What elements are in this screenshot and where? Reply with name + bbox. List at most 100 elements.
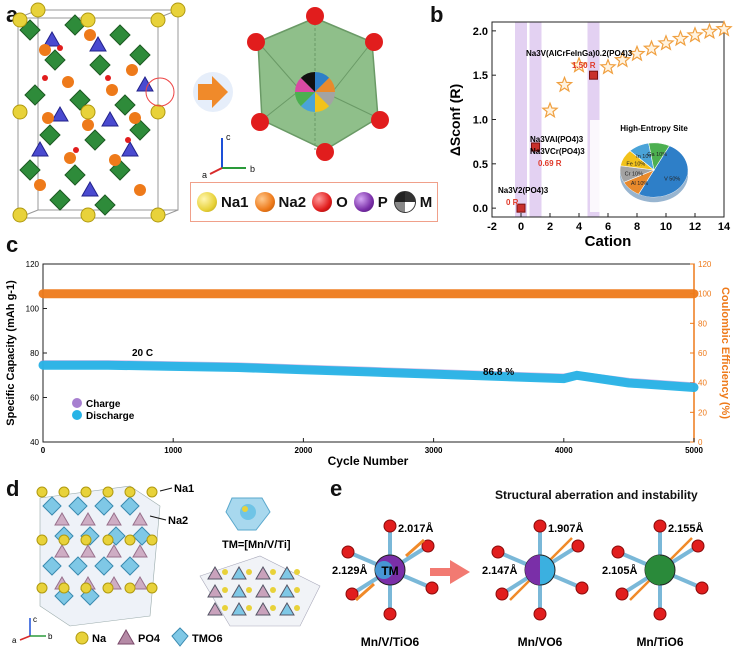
panel-d-legend: Na PO4 TMO6 [75,627,223,647]
mo6-octahedron [39,124,61,146]
legend-item-m: M [393,191,432,213]
center-atom-label: TM [381,564,398,578]
po4-tetrahedron [106,512,122,526]
pie-slice-label: Cr 10% [625,172,643,178]
pie-slice-0 [638,145,689,198]
y-right-tick-label: 20 [698,408,707,417]
legend-charge-label: Charge [86,399,121,410]
po4-tetrahedron [31,140,49,157]
legend-charge-marker [72,398,82,408]
rate-label: 20 C [132,348,153,359]
tmo6-octahedron [68,496,88,516]
na1-atom [150,12,166,28]
na-atom [102,582,114,594]
y-right-tick-label: 40 [698,379,707,388]
data-point-star [599,58,617,75]
po4-tetrahedron [136,75,154,92]
oxygen-atom [425,581,439,595]
na-atom [124,486,136,498]
na-atom [58,582,70,594]
projection-polyhedron [231,566,247,580]
center-atom-part [375,561,393,579]
octahedron-model [247,7,389,161]
mo6-octahedron [89,54,111,76]
site-label-na1: Na1 [174,483,194,495]
arrow-icon [193,72,233,112]
x-tick-label: 14 [718,221,731,233]
projection-na-atom [294,605,300,611]
na1-atom [150,104,166,120]
legend-item-na2: Na2 [254,192,306,212]
distortion-arrow [355,582,375,602]
projection-na-atom [270,587,276,593]
y-tick-label: 2.0 [473,26,488,38]
y-tick-label: 0.0 [473,203,488,215]
na-atom [102,534,114,546]
panel-b-chart: 0.0 0.5 1.0 1.5 2.0 -2 0 2 4 6 8 10 12 14 ΔSconf (R)… [447,19,733,250]
pie-slice-label: Al 10% [631,181,649,187]
na-atom [80,582,92,594]
tmo6-octahedron [42,496,62,516]
mo6-octahedron [129,44,151,66]
legend-na: Na [92,633,107,645]
x-tick-label: 1000 [164,446,182,455]
oxygen-atom [345,587,359,601]
highlight-band [515,22,527,217]
y-right-tick-label: 120 [698,260,712,269]
mixed-site-wedge [300,92,315,112]
axis-indicator-d: c b a [12,615,53,645]
legend-discharge-label: Discharge [86,411,135,422]
x-tick-label: 4000 [555,446,573,455]
y-axis-right-label: Coulombic Efficiency (%) [719,287,731,419]
panel-c-legend: Charge Discharge [72,398,135,422]
panel-label-d: d [6,476,20,501]
retention-label: 86.8 % [483,367,514,378]
data-point-highlight [531,142,540,152]
na2-atom [62,76,74,88]
panel-label-b: b [430,2,444,27]
oxygen-atom [383,519,397,533]
na2-atom [82,119,94,131]
mo6-octahedron [129,119,151,141]
data-point-star [700,22,719,40]
na1-atom [170,2,186,18]
y-tick-label: 100 [26,305,40,314]
o-atom [105,75,111,81]
na2-atom [34,179,46,191]
x-tick-label: 8 [634,221,640,233]
mixed-site-wedge [315,92,330,112]
distortion-arrow [405,538,425,558]
mixed-site-wedge [300,72,315,92]
o-atom [73,147,79,153]
projection-na-atom [222,587,228,593]
projection-na-atom [294,587,300,593]
octahedron-2: 2.155Å 2.105Å Mn/TiO6 [602,519,709,649]
data-point-star [657,34,675,51]
d-axis-a: a [12,636,17,645]
y-tick-label: 1.5 [473,70,488,82]
y-tick-label: 80 [30,349,39,358]
projection-na-atom [270,605,276,611]
panel-c-chart: 40 60 80 100 120 0 20 40 60 80 100 120 0 1000 2000 30… [5,260,731,468]
data-point-highlight [516,203,526,213]
projection-na-atom [270,569,276,575]
po4-tetrahedron [106,544,122,558]
po4-tetrahedron [80,544,96,558]
oxygen-atom [653,519,667,533]
mo6-octahedron [24,84,46,106]
data-point-highlight [589,70,598,80]
po4-tetrahedron [132,544,148,558]
y-right-tick-label: 80 [698,319,707,328]
mo6-octahedron [114,94,136,116]
na1-atom [80,104,96,120]
na2-atom [109,154,121,166]
x-tick-label: 3000 [425,446,443,455]
na2-atom [42,112,54,124]
data-point-star [642,39,661,57]
tmo6-octahedron [120,556,140,576]
na-atom [58,486,70,498]
panel-e-figure: TM 2.017Å 2.129Å Mn/V/TiO6 1.907Å 2.147Å Mn/VO… [332,519,709,649]
po4-tetrahedron [54,512,70,526]
na-atom [36,582,48,594]
projection-na-atom [222,605,228,611]
